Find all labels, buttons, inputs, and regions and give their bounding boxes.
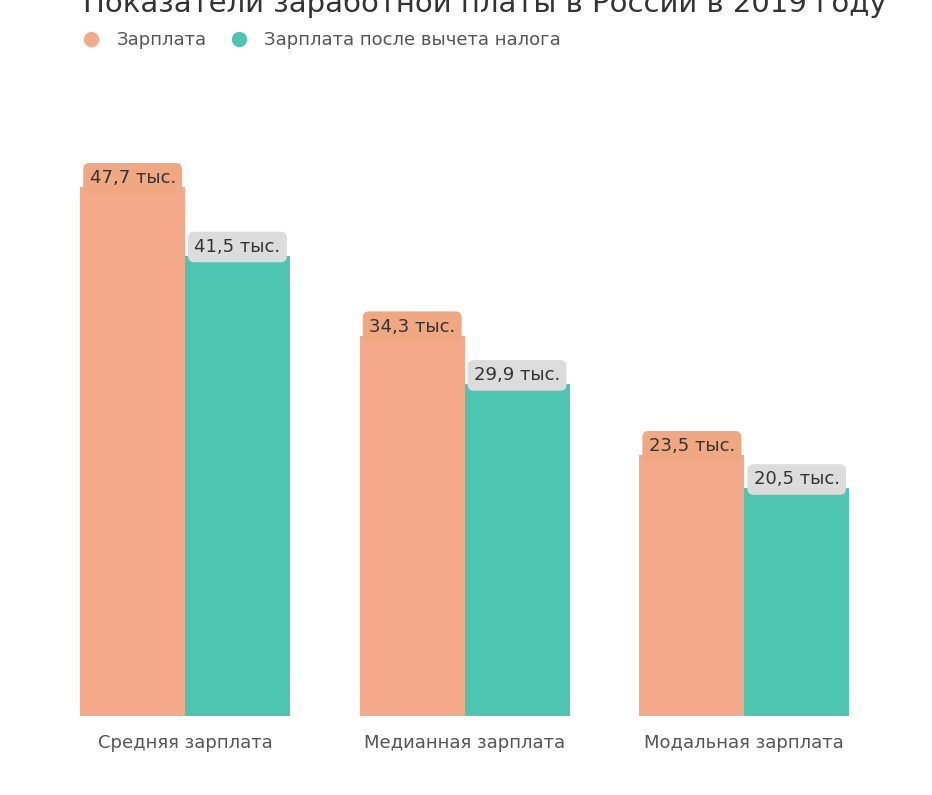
Bar [745,488,849,716]
Bar [465,385,569,716]
Legend: Зарплата, Зарплата после вычета налога: Зарплата, Зарплата после вычета налога [66,24,569,56]
Title: Показатели заработной платы в России в 2019 году: Показатели заработной платы в России в 2… [83,0,886,18]
Bar [639,456,745,716]
Bar [80,188,185,716]
Text: 34,3 тыс.: 34,3 тыс. [369,318,456,335]
Bar [185,256,290,716]
Text: 23,5 тыс.: 23,5 тыс. [649,437,735,456]
Text: 41,5 тыс.: 41,5 тыс. [195,238,281,256]
Text: 29,9 тыс.: 29,9 тыс. [474,366,560,385]
Text: 47,7 тыс.: 47,7 тыс. [89,169,176,188]
Bar [360,335,465,716]
Text: 20,5 тыс.: 20,5 тыс. [754,471,840,488]
